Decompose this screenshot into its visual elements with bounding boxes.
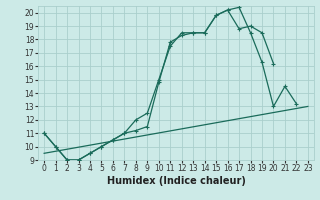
X-axis label: Humidex (Indice chaleur): Humidex (Indice chaleur) [107, 176, 245, 186]
